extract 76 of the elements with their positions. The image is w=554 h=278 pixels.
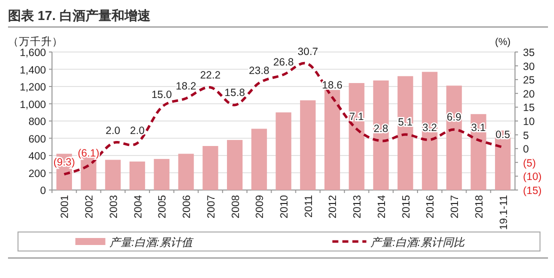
bar (251, 128, 267, 190)
bar (373, 80, 389, 190)
bar (398, 76, 414, 190)
x-tick-label: 2013 (352, 194, 364, 218)
y-tick-label: 1,400 (20, 64, 46, 76)
data-label: 2.0 (130, 125, 145, 138)
bar (129, 162, 146, 190)
y2-tick-label: 25 (523, 74, 535, 87)
y2-tick-label: 15 (523, 102, 535, 114)
y2-tick-label: 5 (523, 130, 529, 142)
x-tick-label: 2004 (132, 194, 144, 218)
x-tick-label: 2005 (156, 194, 169, 218)
data-label: 22.2 (200, 69, 221, 82)
data-label: 2.8 (374, 122, 388, 135)
y2-tick-label: 30 (523, 60, 535, 73)
x-tick-label: 19.1-11 (498, 194, 510, 230)
x-tick-label: 2018 (473, 194, 486, 218)
y2-tick-label: 10 (523, 116, 535, 128)
x-tick-label: 2007 (205, 194, 218, 218)
x-tick-label: 2002 (84, 194, 96, 218)
data-label: 2.0 (106, 125, 120, 138)
data-label: 15.8 (224, 86, 246, 99)
y-tick-label: 400 (28, 150, 46, 162)
y2-tick-label: 35 (523, 47, 535, 59)
bar (300, 100, 316, 190)
data-label: 15.0 (151, 89, 172, 102)
x-tick-label: 2010 (278, 194, 290, 218)
bar (324, 90, 340, 190)
bar (154, 158, 170, 190)
x-tick-label: 2014 (376, 194, 388, 218)
data-label: 23.8 (248, 64, 270, 77)
data-label: 0.5 (496, 129, 510, 142)
bar (202, 146, 218, 190)
y2-tick-label: 0 (523, 144, 529, 156)
y-tick-label: 0 (40, 185, 46, 197)
legend-label: 产量:白酒:累计同比 (370, 236, 466, 249)
bar (276, 112, 292, 190)
data-label: 3.1 (471, 122, 486, 134)
data-label: 5.1 (398, 116, 413, 129)
bar (178, 154, 194, 190)
bar (105, 160, 121, 190)
legend-label: 产量:白酒:累计值 (109, 236, 194, 249)
y-tick-label: 800 (28, 116, 46, 128)
x-tick-label: 2017 (449, 194, 462, 218)
y-tick-label: 600 (28, 133, 46, 146)
x-tick-label: 2006 (181, 194, 194, 218)
y-tick-label: 1,600 (20, 47, 46, 59)
y-axis-title: （万千升） (8, 35, 63, 48)
x-tick-label: 2016 (424, 194, 437, 218)
y-tick-label: 200 (28, 168, 46, 180)
bar (422, 72, 438, 190)
x-tick-label: 2001 (59, 194, 72, 218)
data-label: 18.2 (176, 80, 196, 92)
y-tick-label: 1,000 (20, 98, 46, 111)
data-label: 6.9 (446, 112, 462, 124)
y-tick-label: 1,200 (20, 82, 46, 94)
x-tick-label: 2011 (302, 194, 315, 218)
y2-axis-title: (%) (495, 37, 511, 48)
bar (226, 140, 243, 190)
y2-tick-label: (15) (523, 185, 542, 197)
x-tick-label: 2009 (254, 194, 266, 218)
y2-tick-label: 20 (523, 88, 535, 100)
chart-title: 图表 17. 白酒产量和增速 (8, 8, 152, 23)
x-tick-label: 2008 (230, 194, 242, 218)
bar (348, 83, 364, 190)
x-tick-label: 2003 (108, 194, 120, 218)
y2-tick-label: (10) (523, 171, 542, 184)
data-label: 26.8 (273, 56, 294, 69)
data-label: 7.1 (349, 111, 364, 124)
data-label: 30.7 (298, 46, 318, 58)
data-label: 3.2 (422, 122, 438, 134)
y2-tick-label: (5) (523, 157, 536, 170)
data-label: 18.6 (322, 79, 343, 92)
x-tick-label: 2012 (327, 194, 340, 218)
x-tick-label: 2015 (400, 194, 412, 218)
data-label: (6.1) (78, 147, 100, 160)
